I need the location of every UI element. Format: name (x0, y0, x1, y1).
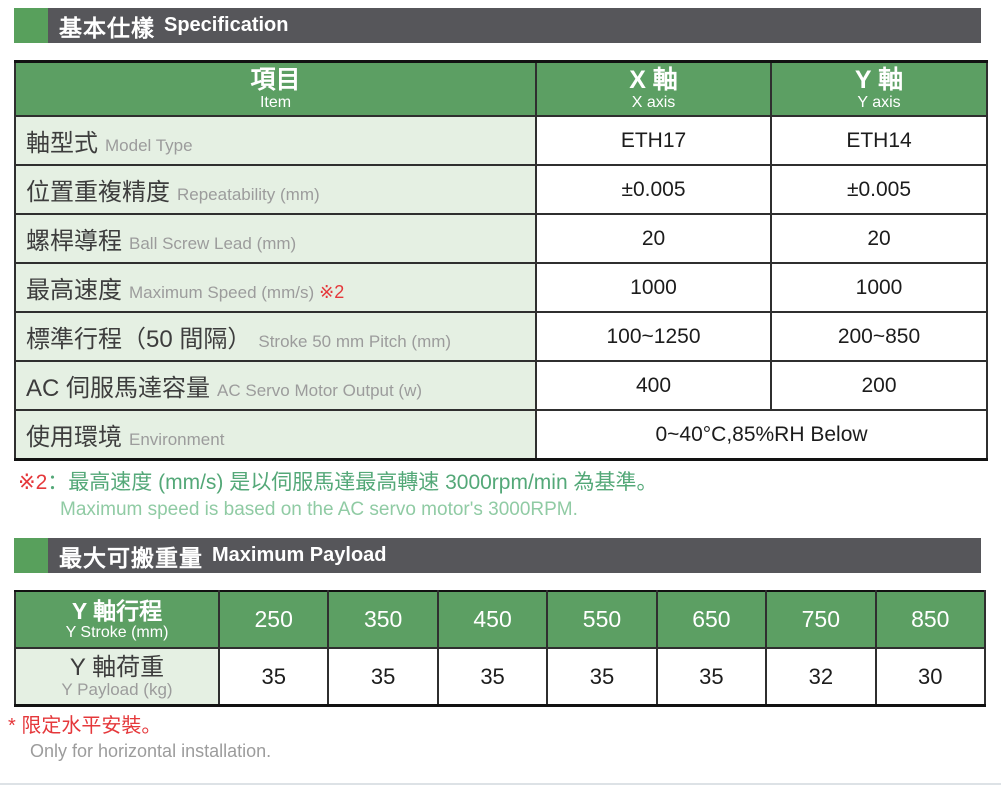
spec-value-x: ETH17 (535, 115, 772, 166)
spec-label-zh: 標準行程（50 間隔） (26, 326, 252, 353)
payload-stroke-zh: Y 軸行程 (71, 597, 163, 624)
stroke-value: 650 (655, 590, 768, 649)
payload-stroke-header: Y 軸行程 Y Stroke (mm) (14, 590, 220, 649)
spec-header-x-en: X axis (631, 94, 676, 111)
spec-value-y: 200 (770, 360, 988, 411)
spec-value-x: 100~1250 (535, 311, 772, 362)
spec-header-row: 項目 Item X 軸 X axis Y 軸 Y axis (14, 60, 988, 117)
payload-value: 35 (655, 647, 768, 707)
spec-header-item-zh: 項目 (250, 66, 301, 94)
payload-value: 35 (436, 647, 549, 707)
spec-label-en: Repeatability (mm) (177, 185, 320, 204)
payload-weight-en: Y Payload (kg) (61, 679, 173, 699)
footnote-horizontal-installation: * 限定水平安裝。 Only for horizontal installati… (8, 713, 1001, 763)
section-header-specification: 基本仕樣 Specification (14, 8, 981, 43)
spec-header-item-en: Item (259, 94, 292, 111)
stroke-value: 850 (874, 590, 987, 649)
footnote-max-speed-en: Maximum speed is based on the AC servo m… (60, 499, 578, 520)
page-bottom-divider (0, 783, 1001, 785)
payload-value: 30 (874, 647, 987, 707)
spec-row-label: 螺桿導程 Ball Screw Lead (mm) (14, 213, 537, 264)
payload-weight-header: Y 軸荷重 Y Payload (kg) (14, 647, 220, 707)
section-accent-square (14, 8, 48, 43)
footnote-max-speed: ※2：最高速度 (mm/s) 是以伺服馬達最高轉速 3000rpm/min 為基… (18, 469, 1001, 523)
spec-label-zh: 位置重複精度 (26, 179, 170, 206)
section-title-bar: 最大可搬重量 Maximum Payload (48, 538, 981, 573)
payload-value: 35 (546, 647, 658, 707)
spec-value-x: ±0.005 (535, 164, 772, 215)
spec-row-label: 最高速度 Maximum Speed (mm/s) ※2 (14, 262, 537, 313)
spec-label-en: Ball Screw Lead (mm) (129, 234, 297, 253)
section-title-en: Maximum Payload (212, 544, 387, 566)
stroke-value: 750 (765, 590, 877, 649)
section-header-max-payload: 最大可搬重量 Maximum Payload (14, 538, 981, 573)
section-title-zh: 基本仕樣 (59, 14, 155, 41)
spec-label-en: Maximum Speed (mm/s) (129, 283, 315, 302)
spec-value-x: 20 (535, 213, 772, 264)
specification-table: 項目 Item X 軸 X axis Y 軸 Y axis 軸型式 Model T… (14, 60, 988, 461)
max-payload-table: Y 軸行程 Y Stroke (mm) 250 350 450 550 650 … (14, 590, 987, 707)
spec-value-y: 1000 (770, 262, 988, 313)
spec-row-model-type: 軸型式 Model Type ETH17 ETH14 (14, 115, 988, 166)
spec-row-repeatability: 位置重複精度 Repeatability (mm) ±0.005 ±0.005 (14, 164, 988, 215)
spec-header-x-zh: X 軸 (629, 66, 678, 94)
payload-value: 35 (217, 647, 330, 707)
spec-row-max-speed: 最高速度 Maximum Speed (mm/s) ※2 1000 1000 (14, 262, 988, 313)
spec-row-ball-screw-lead: 螺桿導程 Ball Screw Lead (mm) 20 20 (14, 213, 988, 264)
section-accent-square (14, 538, 48, 573)
spec-label-en: AC Servo Motor Output (w) (217, 381, 423, 400)
spec-header-item: 項目 Item (14, 60, 537, 117)
footnote-marker: ※2 (18, 471, 48, 494)
spec-row-label: 位置重複精度 Repeatability (mm) (14, 164, 537, 215)
spec-label-en: Stroke 50 mm Pitch (mm) (258, 332, 452, 351)
spec-footnote-marker: ※2 (319, 282, 345, 302)
payload-value: 35 (327, 647, 439, 707)
stroke-value: 350 (327, 590, 439, 649)
footnote-max-speed-zh: ※2：最高速度 (mm/s) 是以伺服馬達最高轉速 3000rpm/min 為基… (18, 469, 1001, 497)
section-title-bar: 基本仕樣 Specification (48, 8, 981, 43)
payload-weight-row: Y 軸荷重 Y Payload (kg) 35 35 35 35 35 32 3… (14, 647, 987, 707)
spec-label-en: Model Type (105, 136, 193, 155)
spec-value-environment: 0~40°C,85%RH Below (535, 409, 988, 461)
spec-header-y-axis: Y 軸 Y axis (770, 60, 988, 117)
spec-value-y: ±0.005 (770, 164, 988, 215)
spec-value-x: 400 (535, 360, 772, 411)
payload-value: 32 (765, 647, 877, 707)
spec-value-y: 200~850 (770, 311, 988, 362)
spec-value-y: 20 (770, 213, 988, 264)
spec-row-servo-output: AC 伺服馬達容量 AC Servo Motor Output (w) 400 2… (14, 360, 988, 411)
section-title-en: Specification (164, 14, 289, 36)
footnote-horizontal-zh: * 限定水平安裝。 (8, 713, 1001, 739)
payload-stroke-en: Y Stroke (mm) (65, 623, 169, 641)
spec-row-label: 軸型式 Model Type (14, 115, 537, 166)
footnote-zh-text: 限定水平安裝。 (21, 715, 162, 737)
spec-value-y: ETH14 (770, 115, 988, 166)
payload-stroke-row: Y 軸行程 Y Stroke (mm) 250 350 450 550 650 … (14, 590, 987, 649)
payload-weight-zh: Y 軸荷重 (69, 653, 165, 681)
spec-label-zh: AC 伺服馬達容量 (26, 375, 211, 402)
spec-row-label: 使用環境 Environment (14, 409, 537, 461)
spec-row-label: AC 伺服馬達容量 AC Servo Motor Output (w) (14, 360, 537, 411)
stroke-value: 550 (546, 590, 658, 649)
spec-label-zh: 軸型式 (26, 130, 98, 157)
spec-label-zh: 最高速度 (26, 277, 122, 304)
spec-header-y-zh: Y 軸 (854, 66, 904, 94)
spec-label-zh: 螺桿導程 (26, 228, 122, 255)
spec-row-stroke: 標準行程（50 間隔） Stroke 50 mm Pitch (mm) 100~1… (14, 311, 988, 362)
footnote-marker: * (8, 715, 16, 737)
spec-row-label: 標準行程（50 間隔） Stroke 50 mm Pitch (mm) (14, 311, 537, 362)
spec-label-zh: 使用環境 (26, 424, 122, 451)
spec-value-x: 1000 (535, 262, 772, 313)
spec-header-y-en: Y axis (857, 94, 901, 111)
section-title-zh: 最大可搬重量 (59, 544, 203, 571)
stroke-value: 250 (217, 590, 330, 649)
stroke-value: 450 (436, 590, 549, 649)
spec-label-en: Environment (129, 430, 225, 449)
footnote-zh-text: ：最高速度 (mm/s) 是以伺服馬達最高轉速 3000rpm/min 為基準。 (47, 471, 658, 494)
spec-row-environment: 使用環境 Environment 0~40°C,85%RH Below (14, 409, 988, 461)
footnote-horizontal-en: Only for horizontal installation. (30, 741, 272, 761)
spec-header-x-axis: X 軸 X axis (535, 60, 772, 117)
